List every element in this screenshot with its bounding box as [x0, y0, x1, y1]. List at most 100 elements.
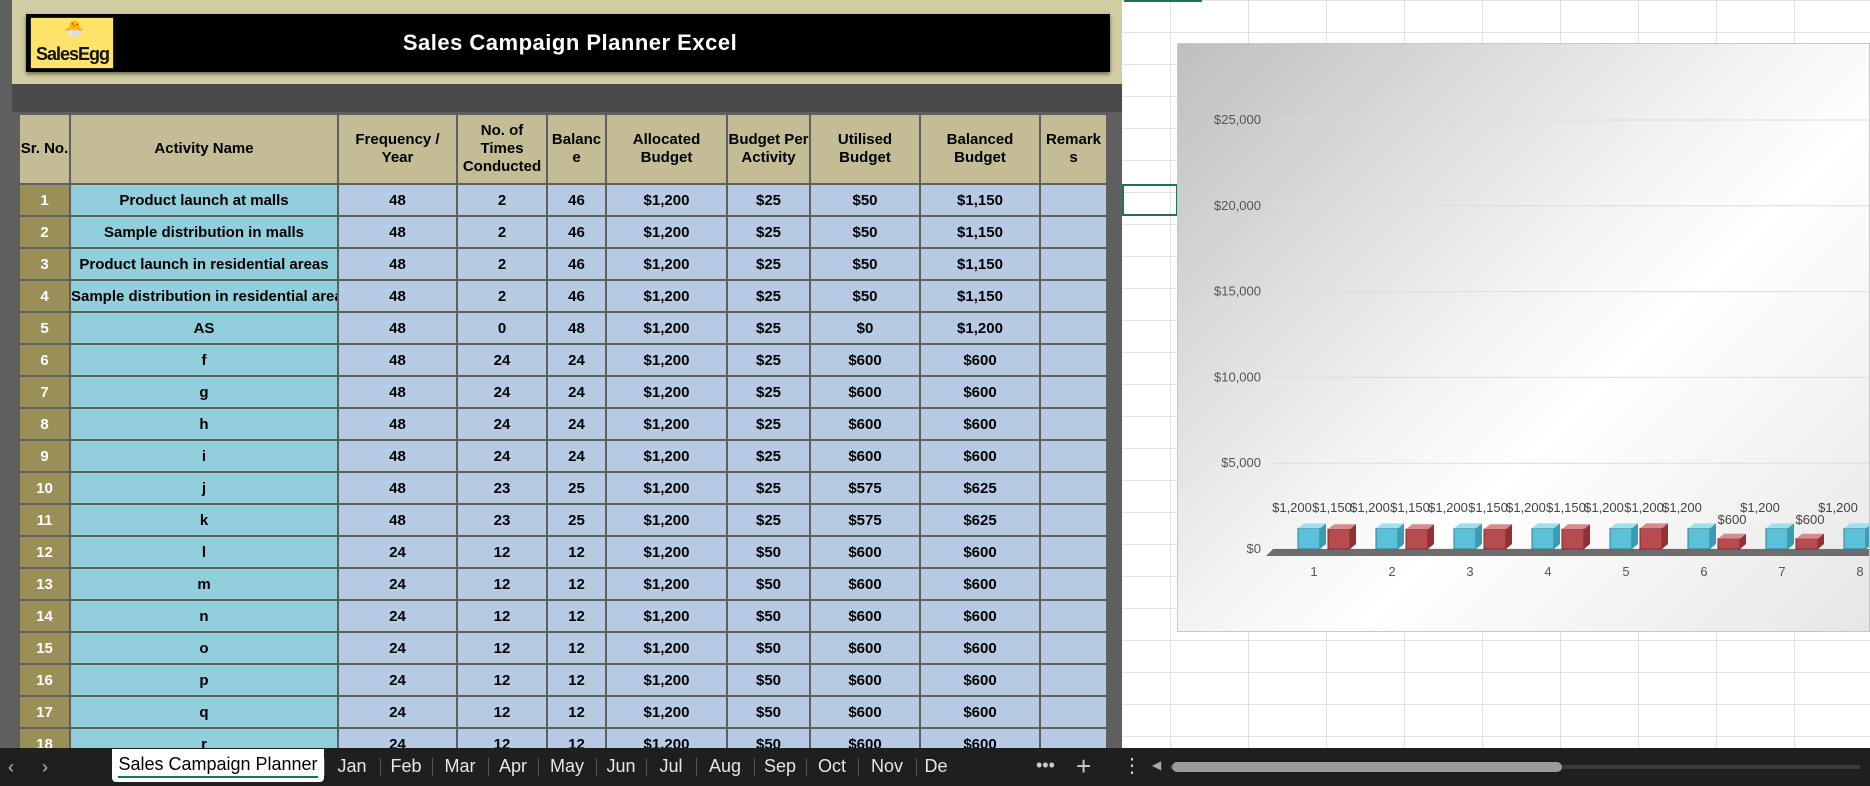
- cell-sr-no[interactable]: 3: [20, 249, 69, 279]
- cell-sr-no[interactable]: 2: [20, 217, 69, 247]
- cell-times-conducted[interactable]: 0: [458, 313, 546, 343]
- cell-balanced-budget[interactable]: $1,150: [921, 281, 1039, 311]
- col-header-times-conducted[interactable]: No. of Times Conducted: [458, 115, 546, 183]
- cell-activity-name[interactable]: o: [71, 633, 337, 663]
- cell-times-conducted[interactable]: 12: [458, 537, 546, 567]
- scrollbar-thumb[interactable]: [1172, 762, 1562, 772]
- cell-allocated-budget[interactable]: $1,200: [607, 185, 726, 215]
- cell-utilised-budget[interactable]: $600: [811, 697, 919, 727]
- cell-utilised-budget[interactable]: $600: [811, 569, 919, 599]
- cell-allocated-budget[interactable]: $1,200: [607, 569, 726, 599]
- cell-sr-no[interactable]: 9: [20, 441, 69, 471]
- cell-times-conducted[interactable]: 2: [458, 217, 546, 247]
- cell-allocated-budget[interactable]: $1,200: [607, 345, 726, 375]
- cell-frequency[interactable]: 24: [339, 537, 456, 567]
- cell-allocated-budget[interactable]: $1,200: [607, 313, 726, 343]
- cell-times-conducted[interactable]: 12: [458, 601, 546, 631]
- cell-times-conducted[interactable]: 12: [458, 569, 546, 599]
- col-header-balance[interactable]: Balanc e: [548, 115, 605, 183]
- cell-balanced-budget[interactable]: $1,150: [921, 249, 1039, 279]
- cell-sr-no[interactable]: 6: [20, 345, 69, 375]
- cell-allocated-budget[interactable]: $1,200: [607, 217, 726, 247]
- cell-balance[interactable]: 46: [548, 249, 605, 279]
- cell-budget-per-activity[interactable]: $25: [728, 281, 809, 311]
- cell-balance[interactable]: 12: [548, 665, 605, 695]
- cell-utilised-budget[interactable]: $50: [811, 217, 919, 247]
- cell-remarks[interactable]: [1041, 441, 1106, 471]
- cell-balanced-budget[interactable]: $1,150: [921, 217, 1039, 247]
- cell-budget-per-activity[interactable]: $25: [728, 249, 809, 279]
- cell-activity-name[interactable]: l: [71, 537, 337, 567]
- cell-activity-name[interactable]: k: [71, 505, 337, 535]
- cell-utilised-budget[interactable]: $575: [811, 505, 919, 535]
- cell-sr-no[interactable]: 5: [20, 313, 69, 343]
- sheet-tab-month[interactable]: Feb: [380, 748, 432, 786]
- cell-times-conducted[interactable]: 2: [458, 249, 546, 279]
- cell-sr-no[interactable]: 10: [20, 473, 69, 503]
- cell-frequency[interactable]: 24: [339, 665, 456, 695]
- cell-balanced-budget[interactable]: $600: [921, 409, 1039, 439]
- sheet-tab-month[interactable]: De: [916, 748, 956, 786]
- cell-remarks[interactable]: [1041, 601, 1106, 631]
- cell-utilised-budget[interactable]: $600: [811, 633, 919, 663]
- cell-allocated-budget[interactable]: $1,200: [607, 505, 726, 535]
- cell-sr-no[interactable]: 16: [20, 665, 69, 695]
- cell-budget-per-activity[interactable]: $50: [728, 633, 809, 663]
- cell-utilised-budget[interactable]: $50: [811, 185, 919, 215]
- cell-times-conducted[interactable]: 12: [458, 665, 546, 695]
- cell-activity-name[interactable]: Product launch at malls: [71, 185, 337, 215]
- cell-budget-per-activity[interactable]: $25: [728, 473, 809, 503]
- cell-budget-per-activity[interactable]: $25: [728, 441, 809, 471]
- cell-utilised-budget[interactable]: $600: [811, 441, 919, 471]
- cell-utilised-budget[interactable]: $50: [811, 281, 919, 311]
- sheet-options-icon[interactable]: ⋮: [1122, 755, 1142, 777]
- cell-frequency[interactable]: 48: [339, 409, 456, 439]
- cell-frequency[interactable]: 48: [339, 473, 456, 503]
- cell-balance[interactable]: 12: [548, 601, 605, 631]
- cell-budget-per-activity[interactable]: $25: [728, 505, 809, 535]
- cell-balance[interactable]: 25: [548, 505, 605, 535]
- cell-times-conducted[interactable]: 12: [458, 697, 546, 727]
- cell-activity-name[interactable]: f: [71, 345, 337, 375]
- cell-utilised-budget[interactable]: $600: [811, 345, 919, 375]
- cell-activity-name[interactable]: j: [71, 473, 337, 503]
- cell-budget-per-activity[interactable]: $50: [728, 697, 809, 727]
- cell-balanced-budget[interactable]: $600: [921, 345, 1039, 375]
- cell-remarks[interactable]: [1041, 633, 1106, 663]
- sheet-tab-month[interactable]: Jun: [596, 748, 646, 786]
- col-header-allocated-budget[interactable]: Allocated Budget: [607, 115, 726, 183]
- cell-remarks[interactable]: [1041, 345, 1106, 375]
- cell-frequency[interactable]: 48: [339, 185, 456, 215]
- cell-balanced-budget[interactable]: $600: [921, 665, 1039, 695]
- cell-utilised-budget[interactable]: $0: [811, 313, 919, 343]
- cell-utilised-budget[interactable]: $50: [811, 249, 919, 279]
- cell-sr-no[interactable]: 4: [20, 281, 69, 311]
- selected-cell[interactable]: [1122, 184, 1178, 216]
- cell-times-conducted[interactable]: 12: [458, 633, 546, 663]
- cell-activity-name[interactable]: q: [71, 697, 337, 727]
- prev-sheet-button[interactable]: ‹: [8, 757, 14, 777]
- cell-allocated-budget[interactable]: $1,200: [607, 377, 726, 407]
- cell-balanced-budget[interactable]: $600: [921, 537, 1039, 567]
- cell-remarks[interactable]: [1041, 537, 1106, 567]
- cell-remarks[interactable]: [1041, 473, 1106, 503]
- cell-activity-name[interactable]: Sample distribution in residential area: [71, 281, 337, 311]
- cell-frequency[interactable]: 24: [339, 633, 456, 663]
- col-header-balanced-budget[interactable]: Balanced Budget: [921, 115, 1039, 183]
- cell-sr-no[interactable]: 1: [20, 185, 69, 215]
- cell-activity-name[interactable]: Product launch in residential areas: [71, 249, 337, 279]
- cell-balance[interactable]: 12: [548, 537, 605, 567]
- cell-balanced-budget[interactable]: $625: [921, 505, 1039, 535]
- cell-utilised-budget[interactable]: $600: [811, 377, 919, 407]
- cell-frequency[interactable]: 24: [339, 601, 456, 631]
- budget-chart[interactable]: $0 $5,000 $10,000 $15,000 $20,000 $25,000 1 2 3 4…: [1177, 43, 1870, 632]
- cell-frequency[interactable]: 24: [339, 569, 456, 599]
- cell-balanced-budget[interactable]: $600: [921, 569, 1039, 599]
- cell-balanced-budget[interactable]: $1,200: [921, 313, 1039, 343]
- cell-balance[interactable]: 46: [548, 217, 605, 247]
- cell-frequency[interactable]: 48: [339, 249, 456, 279]
- cell-balance[interactable]: 46: [548, 185, 605, 215]
- cell-budget-per-activity[interactable]: $50: [728, 601, 809, 631]
- sheet-tab-month[interactable]: Nov: [858, 748, 916, 786]
- cell-balance[interactable]: 12: [548, 633, 605, 663]
